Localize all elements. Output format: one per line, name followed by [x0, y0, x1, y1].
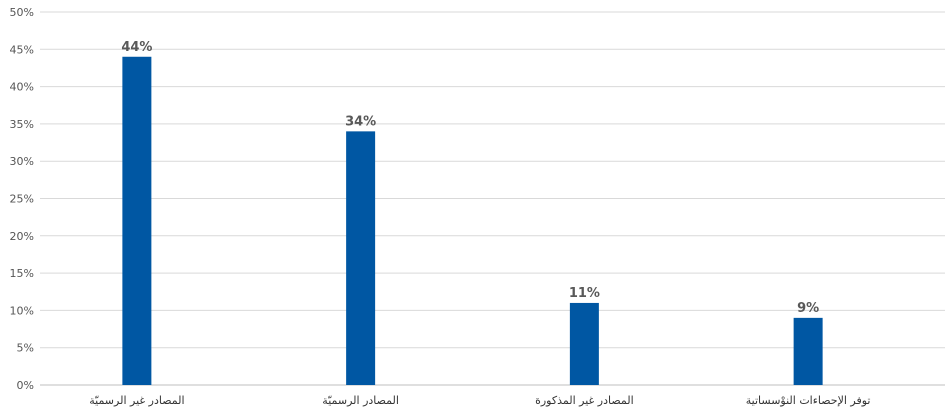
bar [346, 131, 376, 385]
y-tick-label: 45% [10, 43, 34, 56]
x-tick-label: المصادر الرسميّة [322, 394, 399, 407]
bar [122, 56, 152, 385]
y-tick-label: 30% [10, 155, 34, 168]
x-tick-label: المصادر غير المذكورة [535, 394, 634, 407]
y-tick-label: 40% [10, 81, 34, 94]
bar [569, 302, 599, 385]
bar-value-label: 9% [797, 301, 819, 316]
data-labels: 44% 34% 11% 9% [121, 40, 819, 316]
y-tick-label: 35% [10, 118, 34, 131]
y-tick-label: 5% [17, 342, 34, 355]
bars [122, 56, 823, 385]
y-tick-label: 25% [10, 193, 34, 206]
y-tick-label: 50% [10, 6, 34, 19]
y-axis-ticks: 0% 5% 10% 15% 20% 25% 30% 35% 40% 45% 50% [10, 6, 34, 392]
y-tick-label: 20% [10, 230, 34, 243]
x-tick-label: المصادر غير الرسميّة [89, 394, 184, 407]
y-tick-label: 0% [17, 379, 34, 392]
bar-value-label: 44% [121, 40, 152, 55]
bar [793, 317, 823, 385]
y-tick-label: 15% [10, 267, 34, 280]
bar-value-label: 11% [569, 286, 600, 301]
x-axis-ticks: المصادر غير الرسميّة المصادر الرسميّة المص… [89, 394, 870, 407]
bar-value-label: 34% [345, 114, 376, 129]
x-tick-label: توفر الإحصاءات النوْسساتية [746, 394, 871, 407]
y-tick-label: 10% [10, 304, 34, 317]
gridlines [40, 11, 945, 386]
